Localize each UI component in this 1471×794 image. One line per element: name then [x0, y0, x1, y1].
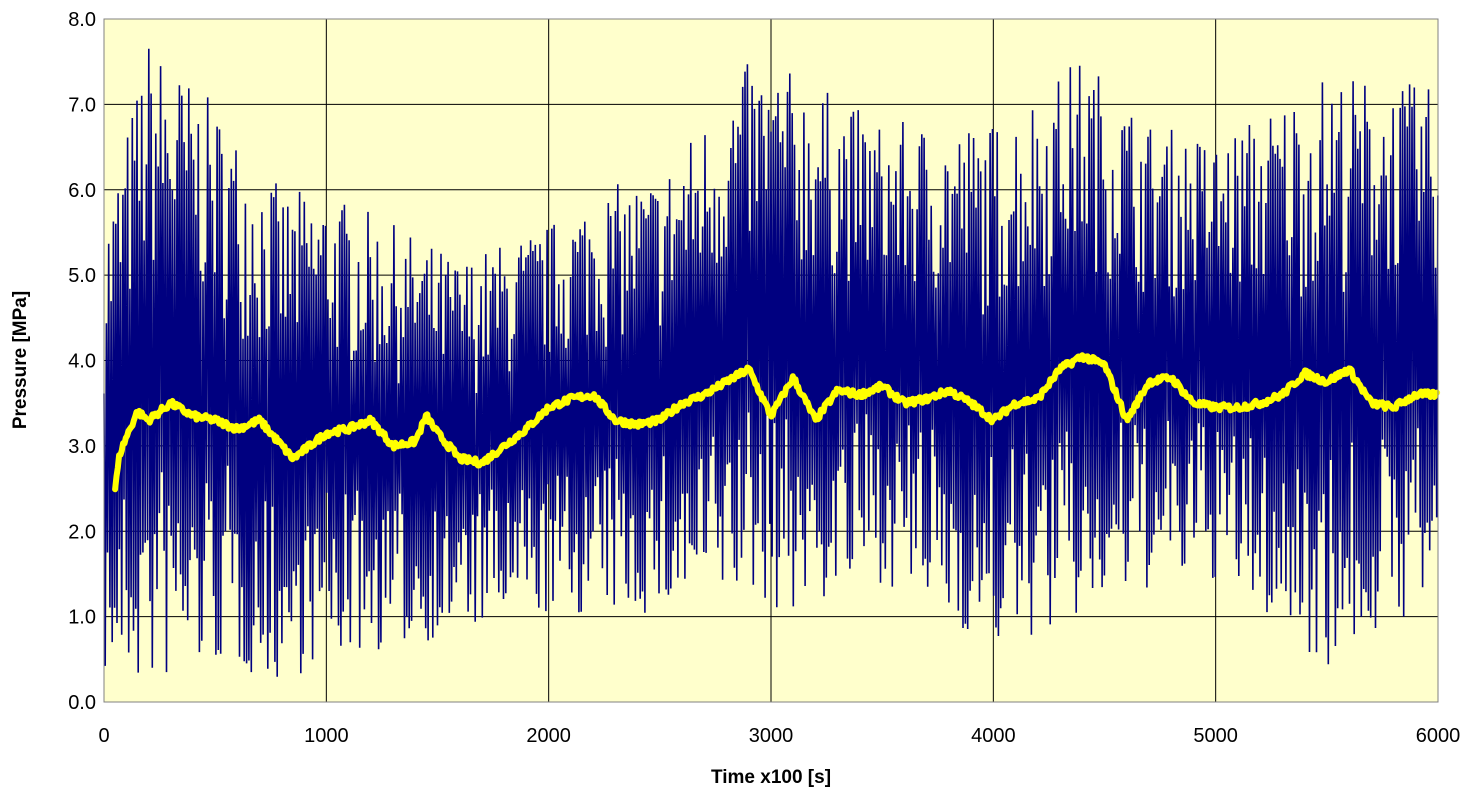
y-tick-label: 2.0 — [68, 521, 96, 543]
y-tick-label: 3.0 — [68, 436, 96, 458]
y-tick-label: 7.0 — [68, 94, 96, 116]
raw-pressure-series — [103, 48, 1439, 677]
moving-average-series — [112, 352, 1441, 493]
y-tick-label: 0.0 — [68, 692, 96, 714]
y-tick-labels: 0.0 1.0 2.0 3.0 4.0 5.0 6.0 7.0 8.0 — [68, 9, 96, 714]
x-axis-title: Time x100 [s] — [711, 767, 831, 788]
x-tick-labels: 0 1000 2000 3000 4000 5000 6000 — [98, 725, 1460, 747]
y-tick-label: 1.0 — [68, 607, 96, 629]
y-tick-label: 4.0 — [68, 351, 96, 373]
x-tick-label: 4000 — [971, 725, 1016, 747]
plot-area-border — [103, 18, 1439, 703]
y-tick-label: 5.0 — [68, 265, 96, 287]
raw-pressure-line — [103, 48, 1439, 677]
y-axis-title: Pressure [MPa] — [10, 291, 31, 429]
x-tick-label: 6000 — [1416, 725, 1461, 747]
x-tick-label: 3000 — [749, 725, 794, 747]
moving-average-line — [112, 352, 1441, 493]
x-tick-label: 5000 — [1193, 725, 1238, 747]
x-tick-label: 1000 — [304, 725, 349, 747]
y-tick-label: 8.0 — [68, 9, 96, 31]
y-tick-label: 6.0 — [68, 180, 96, 202]
x-tick-label: 2000 — [526, 725, 571, 747]
x-tick-label: 0 — [98, 725, 109, 747]
